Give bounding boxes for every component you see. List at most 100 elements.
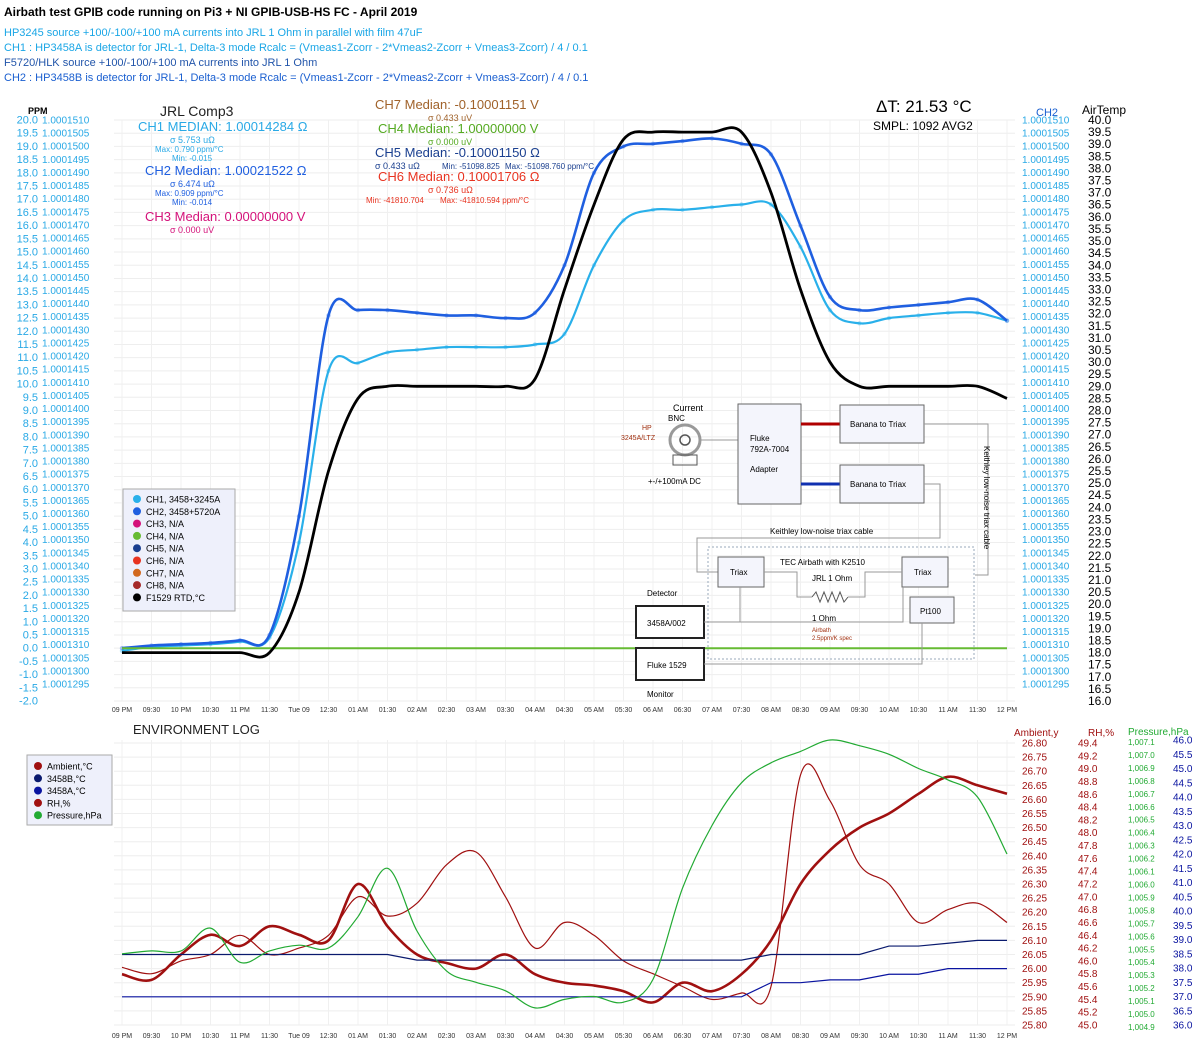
ohm-right-tick-label: 1.0001350	[1022, 535, 1070, 546]
pressure-scale-tick-label: 40.0	[1173, 907, 1193, 918]
pressure-hpa-tick-label: 1,006.9	[1128, 764, 1155, 773]
bottom-time-tick-label: 12 PM	[997, 1033, 1017, 1040]
ppm-axis-label: PPM	[28, 106, 48, 116]
ohm-left-tick-label: 1.0001340	[42, 561, 90, 572]
ambient-tick-label: 26.40	[1022, 851, 1047, 862]
top-legend-box	[122, 488, 236, 612]
ohm-right-tick-label: 1.0001395	[1022, 417, 1070, 428]
ppm-tick-label: 2.0	[23, 590, 38, 602]
rh-tick-label: 48.2	[1078, 815, 1098, 826]
pressure-hpa-tick-label: 1,005.3	[1128, 971, 1155, 980]
banana-box-2	[839, 464, 925, 504]
pressure-scale-tick-label: 42.5	[1173, 835, 1193, 846]
legend-swatch	[133, 593, 141, 602]
bottom-chart-grid	[114, 740, 1015, 1026]
ohm-left-tick-label: 1.0001505	[42, 129, 90, 140]
pressure-scale-tick-label: 42.0	[1173, 850, 1193, 861]
ohm-right-tick-label: 1.0001340	[1022, 561, 1070, 572]
airtemp-tick-label: 21.0	[1088, 573, 1112, 587]
resistor-icon	[811, 590, 849, 604]
bottom-legend: Ambient,°C 3458B,°C 3458A,°C RH,% Pressure,h…	[26, 754, 113, 826]
ch6-sigma: σ 0.736 uΩ	[428, 185, 473, 195]
airtemp-tick-label: 32.5	[1088, 295, 1112, 309]
banana-label-2: Banana to Triax	[850, 480, 906, 489]
ohm-right-tick-label: 1.0001490	[1022, 168, 1070, 179]
ambient-tick-label: 25.80	[1022, 1021, 1047, 1032]
ch4-sigma: σ 0.000 uV	[428, 137, 472, 147]
fluke1529-label: Fluke 1529	[647, 661, 687, 670]
ppm-tick-label: 4.5	[23, 524, 38, 536]
ohm-right-tick-label: 1.0001420	[1022, 352, 1070, 363]
pressure-scale-tick-label: 36.0	[1173, 1021, 1193, 1032]
ppm-tick-label: 5.5	[23, 497, 38, 509]
pressure-hpa-tick-label: 1,006.7	[1128, 790, 1155, 799]
pressure-axis-label: Pressure,hPa	[1128, 727, 1189, 738]
ppm-tick-label: 2.5	[23, 577, 38, 589]
keithley-vertical-label: Keithley low-noise triax cable	[982, 446, 991, 550]
ohm-left-tick-label: 1.0001445	[42, 286, 90, 297]
rh-tick-label: 47.6	[1078, 854, 1098, 865]
ohm-right-tick-label: 1.0001500	[1022, 142, 1070, 153]
ppm-tick-label: 13.0	[17, 299, 38, 311]
ohm-right-tick-label: 1.0001445	[1022, 286, 1070, 297]
triax-right-box	[901, 556, 949, 588]
ch2-min: Min: -0.014	[172, 198, 213, 207]
ohm-left-tick-label: 1.0001460	[42, 247, 90, 258]
ohm-left-tick-label: 1.0001470	[42, 220, 90, 231]
ohm-left-tick-label: 1.0001375	[42, 470, 90, 481]
ohm-right-tick-label: 1.0001345	[1022, 548, 1070, 559]
ohm-left-tick-label: 1.0001335	[42, 575, 90, 586]
bottom-time-tick-label: 10 AM	[879, 1033, 899, 1040]
ambient-tick-label: 26.35	[1022, 865, 1047, 876]
airtemp-tick-label: 26.0	[1088, 452, 1112, 466]
ppm-tick-label: 16.5	[17, 207, 38, 219]
detector-label: Detector	[647, 589, 678, 598]
rh-tick-label: 48.0	[1078, 828, 1098, 839]
resistor-wire	[764, 571, 812, 598]
top-chart-series	[119, 126, 1010, 659]
airtemp-tick-label: 34.5	[1088, 246, 1112, 260]
legend-swatch	[133, 556, 141, 565]
top-time-tick-label: 08:30	[792, 707, 810, 714]
pressure-hpa-tick-label: 1,005.0	[1128, 1010, 1155, 1019]
ppm-tick-label: 11.5	[17, 339, 38, 351]
bottom-time-tick-label: 05:30	[615, 1033, 633, 1040]
keithley-cable-label: Keithley low-noise triax cable	[770, 527, 874, 536]
ohm-left-tick-label: 1.0001495	[42, 155, 90, 166]
top-time-tick-label: 03 AM	[466, 707, 486, 714]
legend-item-label: F1529 RTD,°C	[146, 593, 205, 603]
ohm-left-tick-label: 1.0001380	[42, 457, 90, 468]
top-time-tick-label: 01 AM	[348, 707, 368, 714]
ppm-tick-label: 7.0	[23, 458, 38, 470]
legend-swatch	[34, 798, 42, 807]
ch7-sigma: σ 0.433 uV	[428, 113, 472, 123]
bnc-core	[679, 434, 691, 446]
pressure-scale-tick-label: 45.5	[1173, 750, 1193, 761]
airtemp-tick-label: 35.0	[1088, 234, 1112, 248]
airtemp-tick-label: 17.5	[1088, 658, 1112, 672]
ch2-max: Max: 0.909 ppm/°C	[155, 189, 224, 198]
diagram-hp-label: HP	[642, 425, 652, 432]
ohm-right-tick-label: 1.0001365	[1022, 496, 1070, 507]
top-chart-ticks: 20.019.519.018.518.017.517.016.516.015.5…	[17, 113, 1112, 714]
rh-tick-label: 45.8	[1078, 969, 1098, 980]
ohm-left-tick-label: 1.0001315	[42, 627, 90, 638]
detector-3458-label: 3458A/002	[647, 619, 686, 628]
pressure-scale-tick-label: 37.5	[1173, 978, 1193, 989]
legend-item-label: 3458A,°C	[47, 786, 86, 796]
fluke-adapter-box	[737, 403, 802, 505]
ohm-right-tick-label: 1.0001475	[1022, 207, 1070, 218]
header-source-line-2: F5720/HLK source +100/-100/+100 mA curre…	[4, 57, 318, 69]
top-time-tick-label: 10:30	[202, 707, 220, 714]
ambient-tick-label: 25.95	[1022, 978, 1047, 989]
airtemp-tick-label: 30.0	[1088, 355, 1112, 369]
ppm-tick-label: -0.5	[19, 656, 38, 668]
bottom-time-tick-label: 09 AM	[820, 1033, 840, 1040]
airtemp-tick-label: 27.0	[1088, 428, 1112, 442]
pressure-hpa-tick-label: 1,006.3	[1128, 842, 1155, 851]
bottom-time-tick-label: 07:30	[733, 1033, 751, 1040]
ch3-sigma: σ 0.000 uV	[170, 225, 214, 235]
airtemp-tick-label: 29.0	[1088, 379, 1112, 393]
airtemp-tick-label: 27.5	[1088, 416, 1112, 430]
ohm-right-tick-label: 1.0001495	[1022, 155, 1070, 166]
